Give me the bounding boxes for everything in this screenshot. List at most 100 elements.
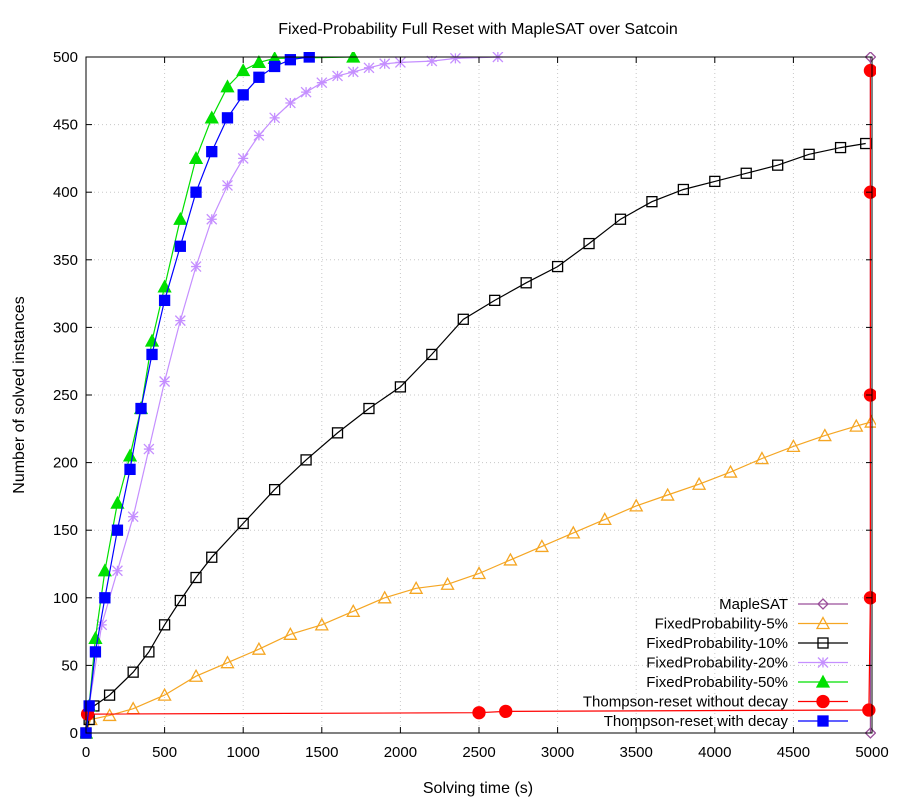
series-layer — [80, 52, 876, 739]
data-point — [96, 619, 108, 631]
series-fixedprobability-10 — [80, 137, 872, 739]
data-point — [146, 348, 158, 361]
data-point — [174, 315, 186, 327]
data-point — [251, 641, 267, 655]
data-point — [597, 512, 612, 526]
data-point — [173, 211, 188, 225]
data-point — [124, 463, 136, 476]
data-point — [363, 62, 375, 74]
data-point — [677, 183, 690, 196]
data-point — [127, 666, 139, 678]
data-point — [157, 687, 172, 701]
series-line-fixedprobability-5 — [85, 421, 872, 734]
x-tick-label: 3500 — [620, 744, 653, 761]
series-thompson-reset-without-decay — [80, 63, 876, 721]
legend-label: FixedProbability-50% — [646, 674, 788, 691]
data-point — [268, 60, 281, 73]
data-point — [99, 592, 111, 604]
data-point — [253, 129, 265, 141]
y-tick-label: 350 — [53, 252, 78, 269]
data-point — [314, 617, 329, 631]
data-point — [660, 487, 675, 501]
data-point — [551, 260, 564, 273]
data-point — [188, 668, 204, 682]
x-tick-label: 2000 — [384, 744, 417, 761]
data-point — [143, 646, 155, 658]
x-tick-label: 2500 — [462, 744, 495, 761]
data-point — [472, 706, 486, 720]
grid — [86, 57, 872, 733]
data-point — [220, 655, 235, 669]
data-point — [206, 213, 218, 225]
data-point — [220, 79, 235, 93]
data-point — [206, 145, 218, 158]
data-point — [222, 179, 233, 191]
data-point — [709, 175, 721, 188]
legend-label: Thompson-reset without decay — [583, 694, 789, 711]
data-point — [864, 727, 876, 739]
x-tick-label: 4000 — [698, 744, 731, 761]
data-point — [253, 71, 265, 83]
series-line-fixedprobability-10 — [85, 142, 866, 734]
data-point — [158, 294, 171, 307]
data-point — [221, 112, 234, 124]
x-tick-label: 3000 — [541, 744, 574, 761]
x-tick-label: 5000 — [855, 744, 888, 761]
data-point — [347, 66, 359, 78]
data-point — [449, 52, 461, 64]
data-point — [426, 348, 438, 361]
data-point — [723, 464, 738, 478]
data-point — [269, 112, 281, 124]
data-point — [363, 402, 375, 415]
data-point — [849, 418, 864, 432]
legend-swatch-marker — [815, 616, 831, 630]
y-tick-label: 0 — [70, 725, 78, 742]
data-point — [143, 443, 155, 455]
data-point — [346, 603, 361, 617]
data-point — [237, 152, 249, 164]
y-tick-label: 500 — [53, 49, 78, 66]
data-point — [158, 619, 171, 631]
data-point — [614, 213, 627, 225]
data-point — [236, 63, 251, 77]
legend-swatch-marker — [816, 694, 830, 709]
data-point — [863, 63, 876, 78]
y-tick-label: 150 — [53, 522, 78, 539]
data-point — [817, 428, 832, 442]
y-tick-label: 50 — [61, 657, 78, 674]
data-point — [471, 566, 487, 580]
data-point — [566, 525, 581, 539]
y-tick-label: 400 — [53, 184, 78, 201]
data-point — [174, 240, 186, 252]
data-point — [83, 700, 95, 712]
data-point — [740, 167, 752, 179]
data-point — [457, 313, 469, 325]
legend-label: Thompson-reset with decay — [604, 713, 789, 730]
data-point — [135, 402, 147, 415]
data-point — [190, 261, 202, 273]
x-axis-label: Solving time (s) — [423, 780, 533, 797]
data-point — [377, 590, 392, 604]
data-point — [503, 552, 518, 566]
data-point — [864, 52, 876, 63]
data-point — [440, 576, 455, 590]
data-point — [691, 476, 707, 490]
data-point — [803, 148, 815, 160]
data-point — [426, 55, 438, 67]
data-point — [89, 646, 102, 658]
legend-label: FixedProbability-5% — [655, 616, 788, 633]
data-point — [204, 110, 219, 124]
data-point — [111, 524, 124, 536]
data-point — [409, 580, 424, 594]
y-tick-label: 300 — [53, 319, 78, 336]
legend-swatch-marker — [817, 715, 829, 727]
y-axis-label: Number of solved instances — [11, 296, 28, 493]
data-point — [110, 495, 125, 509]
data-point — [534, 539, 549, 553]
data-point — [284, 97, 296, 109]
data-point — [786, 439, 801, 453]
data-point — [102, 708, 117, 722]
data-point — [188, 151, 204, 165]
chart-title: Fixed-Probability Full Reset with MapleS… — [278, 21, 678, 38]
data-point — [332, 70, 343, 82]
